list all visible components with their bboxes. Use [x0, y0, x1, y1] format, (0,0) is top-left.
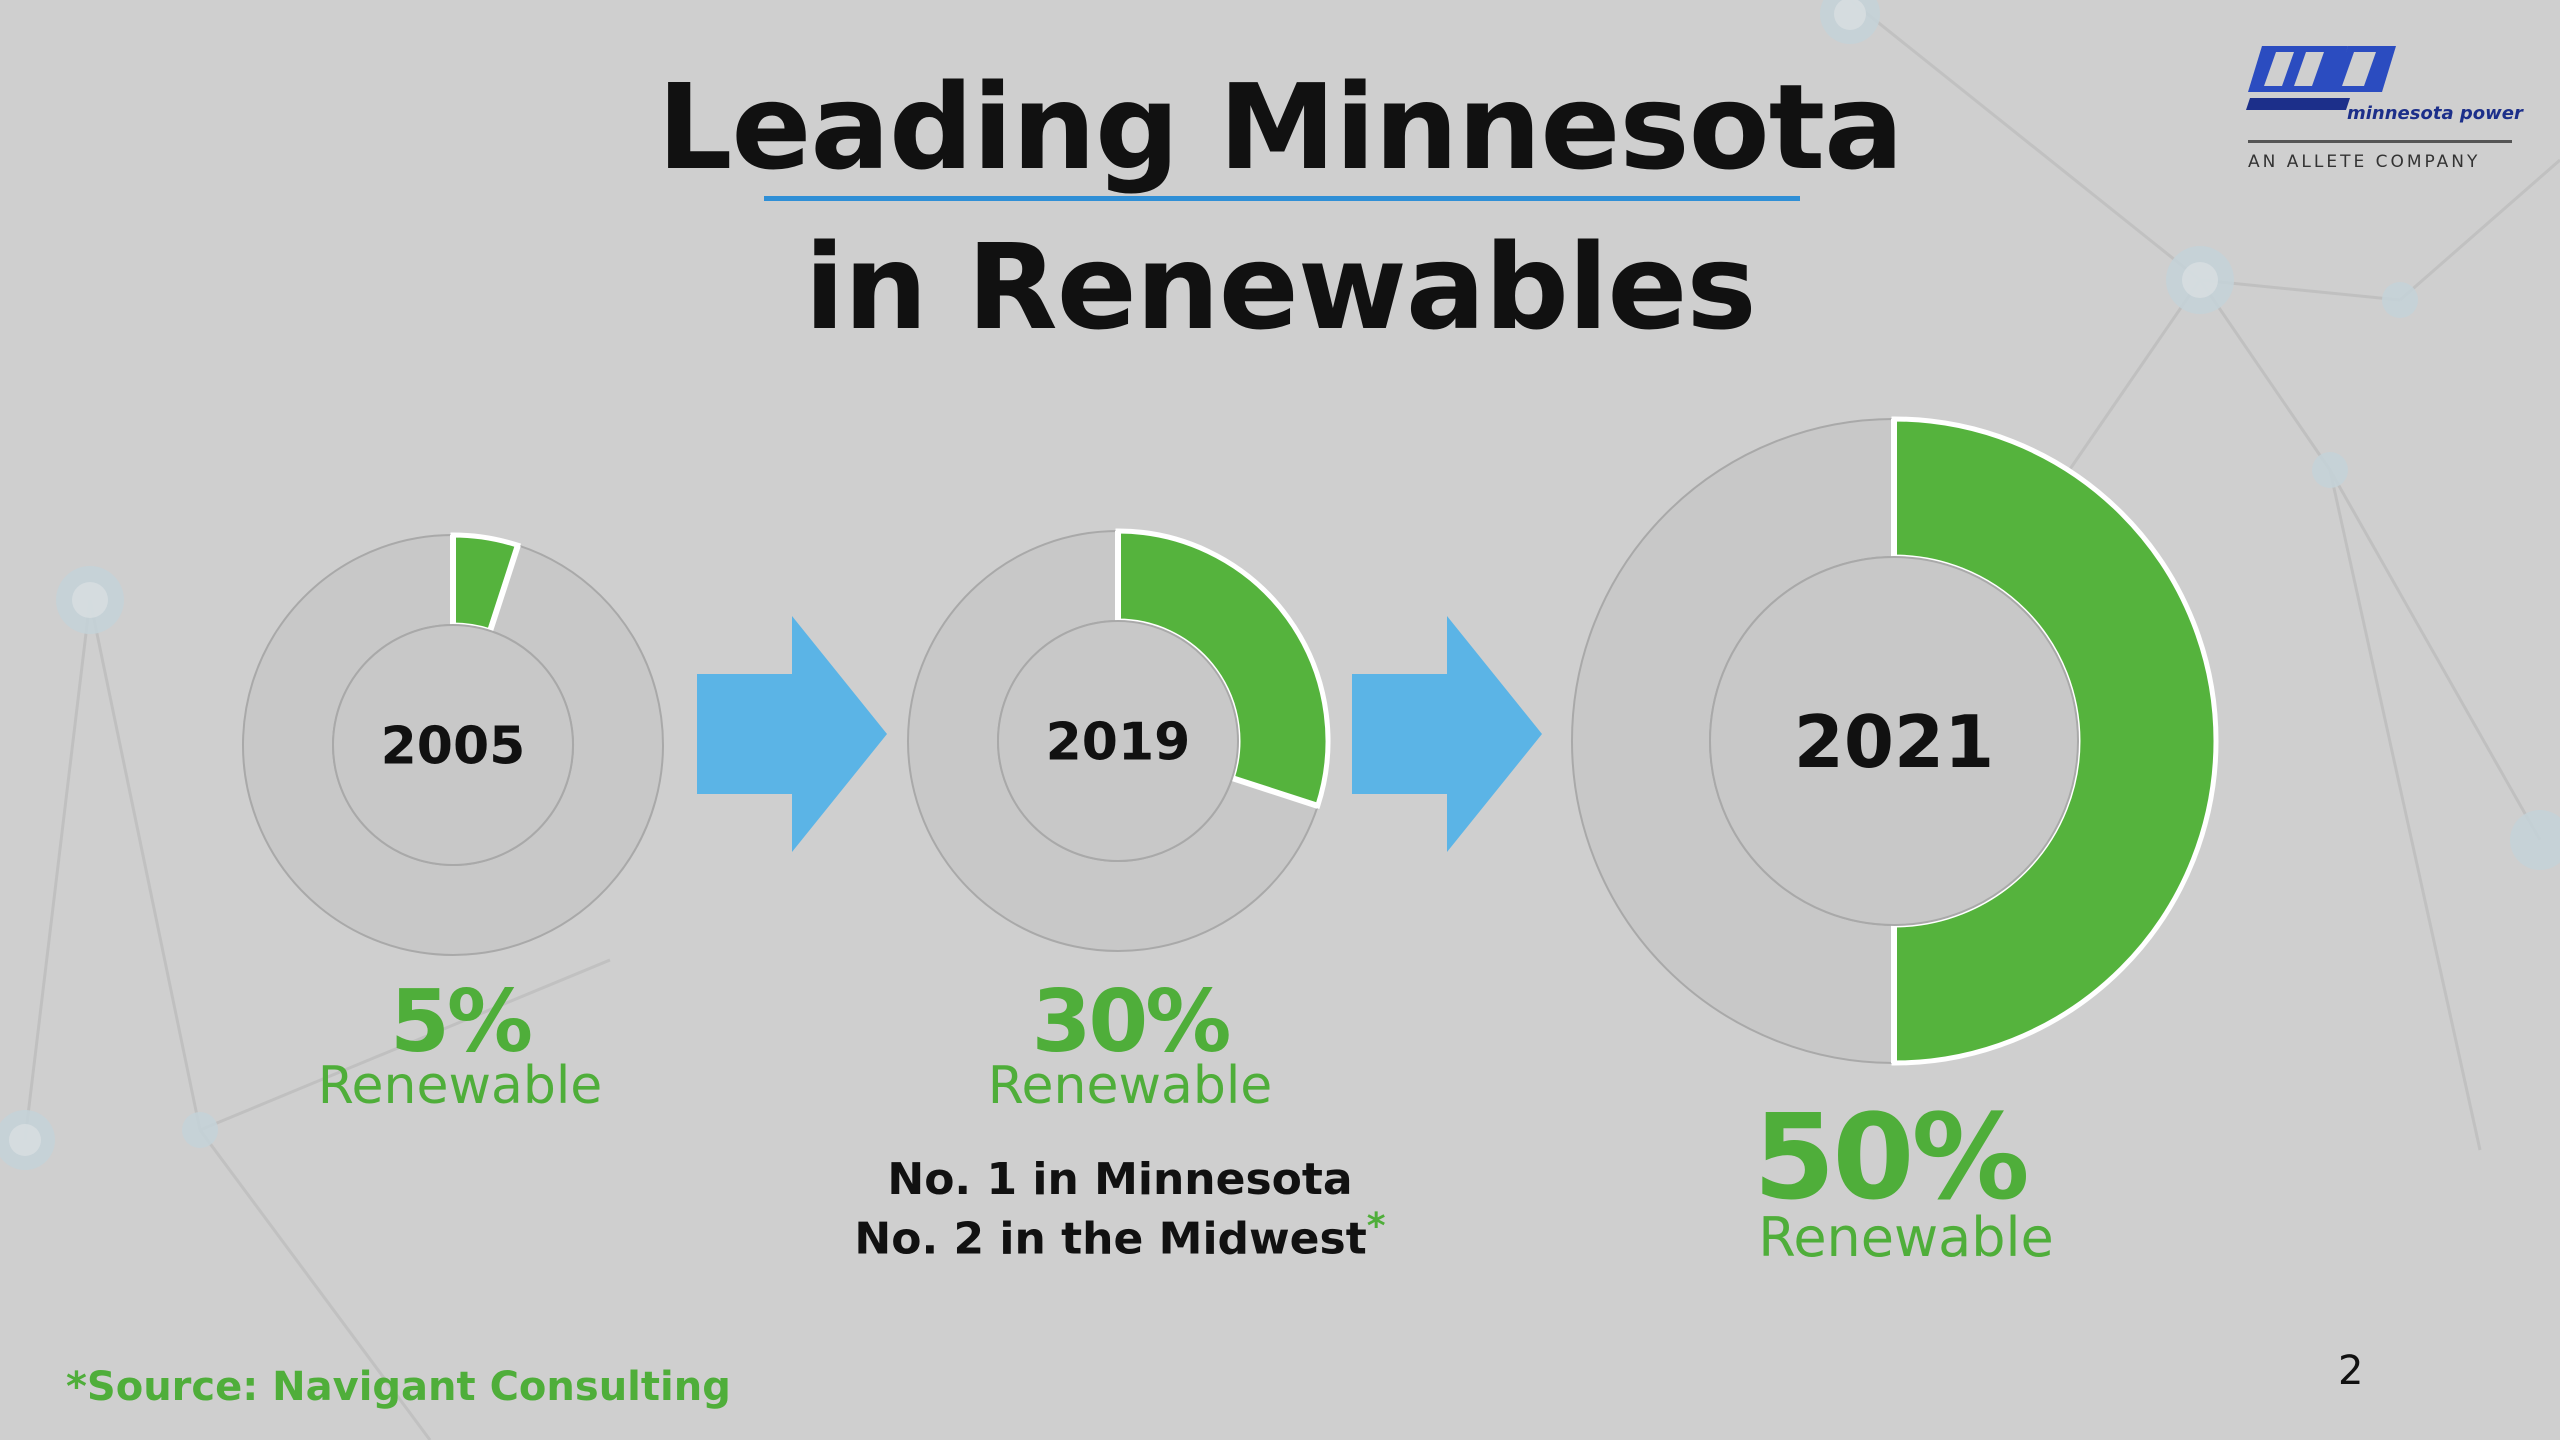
- ranking-midwest-text: No. 2 in the Midwest: [854, 1213, 1367, 1265]
- pct-2019: 30%: [1031, 972, 1232, 1072]
- arrow-right-icon-1: [697, 616, 887, 852]
- slide-title-line2: in Renewables: [804, 218, 1756, 356]
- title-underline: [764, 196, 1800, 201]
- source-note: *Source: Navigant Consulting: [66, 1364, 731, 1410]
- pct-2021: 50%: [1753, 1088, 2029, 1226]
- donut-hole-2021: [1709, 556, 2079, 926]
- logo-name: minnesota power: [2347, 103, 2523, 124]
- donut-year-label-2021: 2021: [1794, 700, 1994, 784]
- pct-2005: 5%: [389, 972, 533, 1072]
- logo-tagline: AN ALLETE COMPANY: [2248, 152, 2481, 172]
- separator-2019-1: [1231, 775, 1319, 809]
- caption-2005: Renewable: [317, 1056, 603, 1116]
- donut-year-label-2005: 2005: [381, 717, 526, 777]
- donut-year-label-2019: 2019: [1046, 713, 1191, 773]
- minnesota-power-logo-icon: [2246, 46, 2396, 110]
- ranking-minnesota: No. 1 in Minnesota: [887, 1154, 1353, 1205]
- logo-divider: [2248, 140, 2512, 143]
- caption-2021: Renewable: [1758, 1206, 2054, 1269]
- donut-hole-2019: [997, 620, 1239, 862]
- ranking-midwest: No. 2 in the Midwest*: [820, 1206, 1420, 1265]
- donut-2019: 2019: [907, 528, 1331, 952]
- slide-title-line1: Leading Minnesota: [657, 58, 1904, 196]
- footnote-mark: *: [1366, 1206, 1386, 1247]
- company-logo: [2240, 40, 2520, 180]
- arrow-right-icon-2: [1352, 616, 1542, 852]
- page-number: 2: [2338, 1348, 2364, 1394]
- donut-2021: 2021: [1570, 416, 2219, 1066]
- caption-2019: Renewable: [987, 1056, 1273, 1116]
- separator-2005-1: [487, 544, 521, 632]
- donut-hole-2005: [332, 624, 574, 866]
- donut-2005: 2005: [242, 532, 664, 956]
